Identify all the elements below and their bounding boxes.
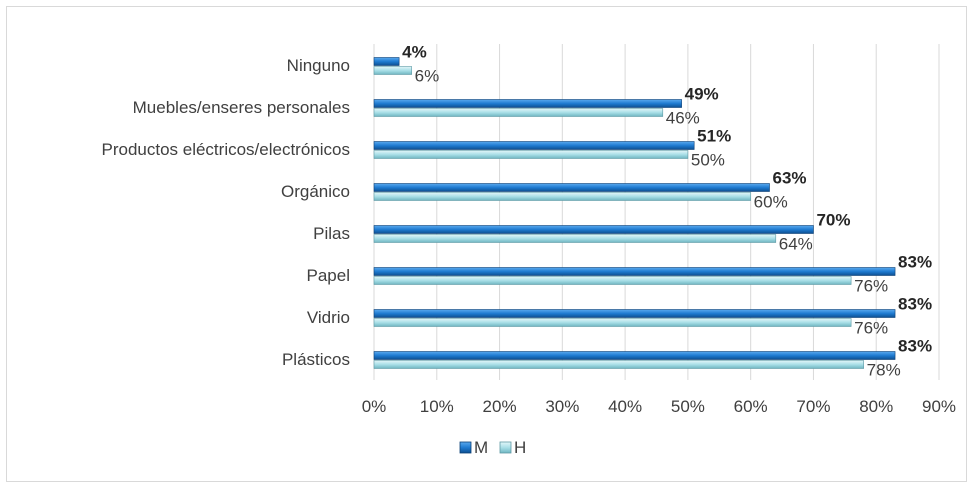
x-tick-label: 50% xyxy=(671,397,705,416)
category-label: Ninguno xyxy=(287,56,350,75)
bar-m xyxy=(373,141,695,150)
data-label-m: 63% xyxy=(773,169,807,188)
legend-label: M xyxy=(474,438,488,457)
x-tick-label: 40% xyxy=(608,397,642,416)
data-label-h: 78% xyxy=(867,361,901,380)
legend-swatch xyxy=(459,441,472,454)
data-label-h: 60% xyxy=(754,193,788,212)
bar-h xyxy=(373,150,689,159)
data-label-m: 51% xyxy=(697,127,731,146)
bar-h xyxy=(373,318,852,327)
data-label-m: 4% xyxy=(402,43,427,62)
data-label-h: 50% xyxy=(691,151,725,170)
bar-h xyxy=(373,234,777,243)
x-tick-label: 90% xyxy=(922,397,956,416)
data-label-h: 76% xyxy=(854,277,888,296)
bar-chart: 0% 10% 20% 30% 40% 50% 60% 70% 80% 90% Ninguno 4% 6%… xyxy=(101,43,956,458)
category-label: Orgánico xyxy=(281,182,350,201)
chart-frame: 0% 10% 20% 30% 40% 50% 60% 70% 80% 90% Ninguno 4% 6%… xyxy=(6,6,967,482)
category-label: Vidrio xyxy=(307,308,350,327)
data-label-m: 83% xyxy=(898,337,932,356)
x-tick-label: 0% xyxy=(362,397,387,416)
bar-m xyxy=(373,225,814,234)
category-label: Productos eléctricos/electrónicos xyxy=(101,140,350,159)
category-label: Muebles/enseres personales xyxy=(133,98,350,117)
x-tick-label: 30% xyxy=(545,397,579,416)
x-tick-label: 20% xyxy=(483,397,517,416)
category-label: Plásticos xyxy=(282,350,350,369)
data-label-h: 64% xyxy=(779,235,813,254)
data-label-m: 83% xyxy=(898,253,932,272)
bar-m xyxy=(373,309,896,318)
bar-m xyxy=(373,99,682,108)
data-label-m: 70% xyxy=(816,211,850,230)
bar-h xyxy=(373,360,864,369)
bar-m xyxy=(373,57,400,66)
bar-h xyxy=(373,66,412,75)
x-tick-label: 60% xyxy=(734,397,768,416)
x-tick-label: 10% xyxy=(420,397,454,416)
bar-m xyxy=(373,183,770,192)
data-label-h: 6% xyxy=(415,67,440,86)
category-label: Pilas xyxy=(313,224,350,243)
bar-h xyxy=(373,192,751,201)
legend-label: H xyxy=(514,438,526,457)
legend-swatch xyxy=(499,441,512,454)
bar-m xyxy=(373,351,896,360)
data-label-h: 76% xyxy=(854,319,888,338)
data-label-m: 49% xyxy=(685,85,719,104)
x-tick-label: 80% xyxy=(859,397,893,416)
bar-h xyxy=(373,108,664,117)
bar-h xyxy=(373,276,852,285)
bar-m xyxy=(373,267,896,276)
x-tick-label: 70% xyxy=(796,397,830,416)
category-label: Papel xyxy=(307,266,350,285)
data-label-h: 46% xyxy=(666,109,700,128)
data-label-m: 83% xyxy=(898,295,932,314)
